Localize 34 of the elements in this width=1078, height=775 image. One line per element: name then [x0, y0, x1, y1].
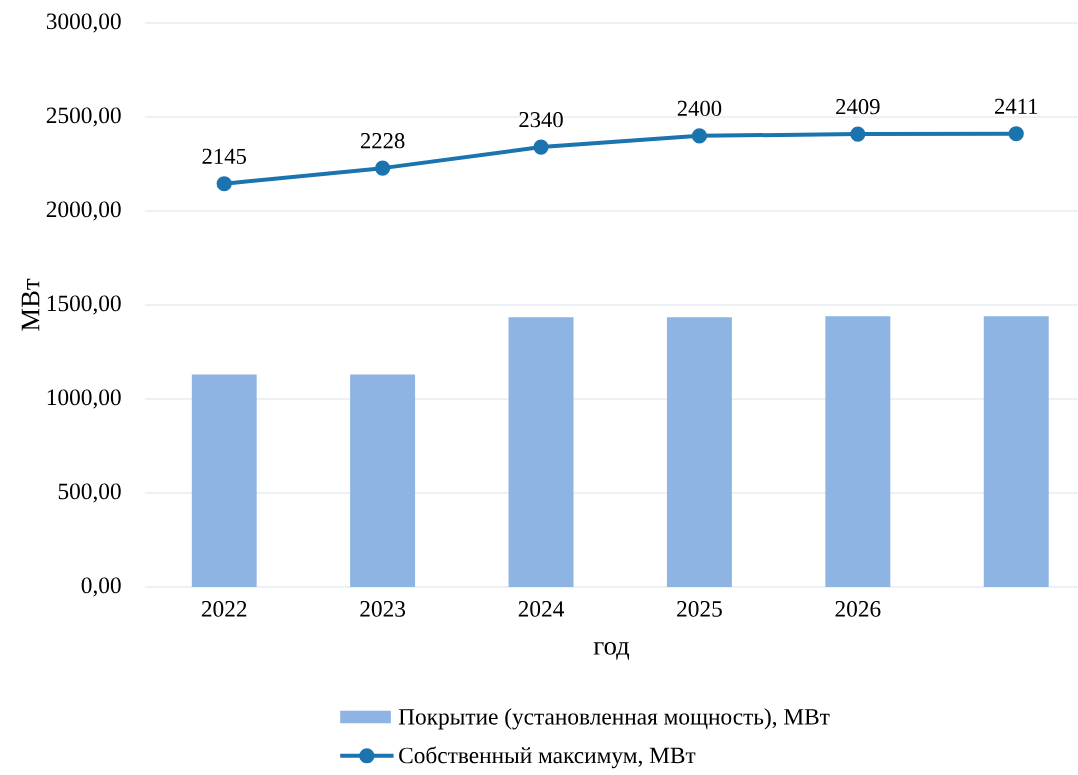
y-axis-title: МВт [21, 278, 40, 331]
bar [191, 374, 257, 587]
y-tick-label: 2500,00 [46, 107, 121, 127]
bar [666, 317, 732, 587]
point [1008, 126, 1024, 142]
data-label: 2228 [360, 133, 405, 149]
bar [508, 317, 574, 587]
x-tick-label: 2023 [360, 601, 406, 617]
y-tick-label: 500,00 [58, 483, 121, 503]
point [375, 160, 391, 176]
bar [825, 316, 891, 587]
y-tick-label: 2000,00 [46, 201, 121, 221]
data-label: 2409 [836, 99, 880, 115]
x-tick-label: 2022 [201, 601, 247, 617]
y-tick-label: 3000,00 [46, 13, 121, 33]
x-tick-label: 2024 [518, 601, 564, 617]
bar [350, 374, 416, 587]
point [691, 128, 708, 144]
data-label: 2411 [994, 98, 1038, 114]
bar [983, 316, 1049, 587]
y-tick-label: 1500,00 [47, 295, 121, 315]
legend-label: Покрытие (установленная мощность), МВт [398, 708, 830, 730]
point [533, 139, 549, 155]
point [850, 126, 866, 142]
data-label: 2145 [202, 148, 246, 164]
y-tick-label: 1000,00 [47, 389, 121, 409]
point [216, 176, 232, 192]
data-label: 2340 [519, 112, 563, 128]
legend-label: Собственный максимум, МВт [399, 746, 696, 769]
x-axis-title: год [593, 641, 630, 660]
data-label: 2400 [677, 100, 722, 117]
x-tick-label: 2025 [677, 601, 722, 617]
x-tick-label: 2026 [835, 601, 881, 617]
y-tick-label: 0,00 [81, 577, 121, 597]
